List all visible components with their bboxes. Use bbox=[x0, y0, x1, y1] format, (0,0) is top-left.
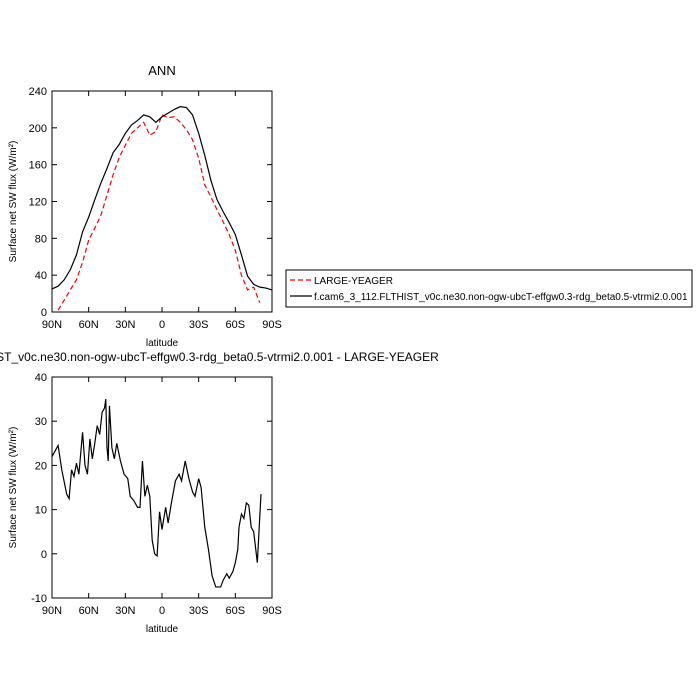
y-tick-label: 240 bbox=[29, 86, 47, 98]
x-tick-label: 90N bbox=[42, 605, 62, 617]
y-axis-label: Surface net SW flux (W/m²) bbox=[8, 141, 19, 263]
y-tick-label: 200 bbox=[29, 123, 47, 135]
x-tick-label: 90S bbox=[262, 605, 282, 617]
y-tick-label: -10 bbox=[31, 593, 47, 605]
legend-box bbox=[285, 269, 693, 308]
x-tick-label: 60N bbox=[79, 319, 99, 331]
series-line bbox=[51, 399, 262, 588]
series-line bbox=[51, 106, 273, 291]
legend-label: LARGE-YEAGER bbox=[314, 276, 393, 287]
chart-title: f.cam6_3_112.FLTHIST_v0c.ne30.non-ogw-ub… bbox=[0, 350, 439, 364]
x-tick-label: 90N bbox=[42, 319, 62, 331]
plot-frame bbox=[51, 376, 273, 599]
legend-label: f.cam6_3_112.FLTHIST_v0c.ne30.non-ogw-ub… bbox=[314, 292, 688, 303]
x-tick-label: 30N bbox=[115, 319, 135, 331]
y-tick-label: 40 bbox=[35, 372, 47, 384]
y-tick-label: 120 bbox=[29, 197, 47, 209]
x-tick-label: 30N bbox=[115, 605, 135, 617]
y-axis-label: Surface net SW flux (W/m²) bbox=[8, 427, 19, 549]
x-tick-label: 60S bbox=[226, 319, 246, 331]
y-tick-label: 10 bbox=[35, 505, 47, 517]
y-tick-label: 0 bbox=[41, 307, 47, 319]
x-tick-label: 60S bbox=[226, 605, 246, 617]
x-tick-label: 0 bbox=[159, 605, 165, 617]
plot-frame bbox=[51, 90, 273, 313]
x-tick-label: 30S bbox=[189, 605, 209, 617]
y-tick-label: 40 bbox=[35, 270, 47, 282]
y-tick-label: 80 bbox=[35, 233, 47, 245]
x-tick-label: 60N bbox=[79, 605, 99, 617]
y-tick-label: 20 bbox=[35, 460, 47, 472]
x-axis-label: latitude bbox=[146, 338, 179, 349]
series-line bbox=[57, 114, 261, 311]
x-tick-label: 90S bbox=[262, 319, 282, 331]
x-tick-label: 0 bbox=[159, 319, 165, 331]
y-tick-label: 0 bbox=[41, 549, 47, 561]
chart-title: ANN bbox=[148, 63, 175, 78]
x-axis-label: latitude bbox=[146, 624, 179, 635]
x-tick-label: 30S bbox=[189, 319, 209, 331]
y-tick-label: 160 bbox=[29, 160, 47, 172]
y-tick-label: 30 bbox=[35, 416, 47, 428]
